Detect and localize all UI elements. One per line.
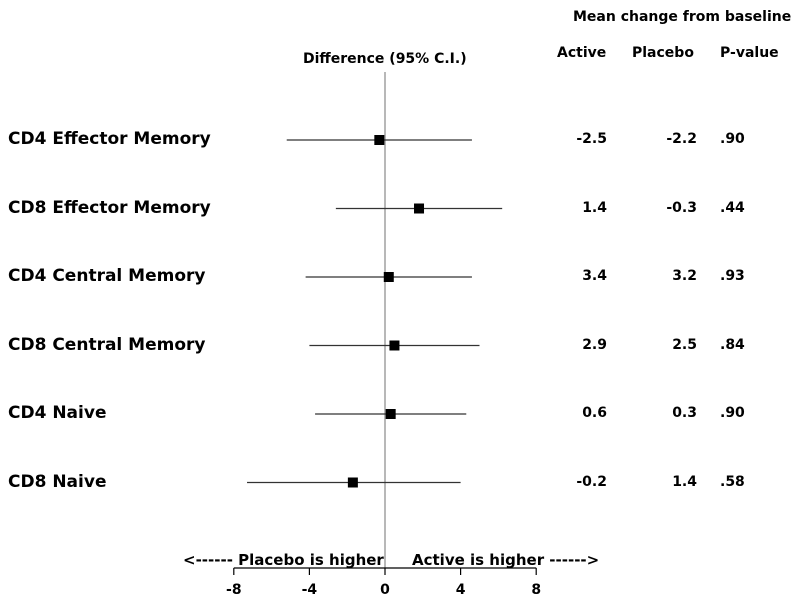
p-value: .84 [720, 336, 745, 353]
placebo-value: 0.3 [672, 405, 697, 421]
x-tick-label: -4 [302, 582, 318, 598]
active-value: -2.5 [576, 131, 607, 147]
x-tick-label: 0 [380, 582, 390, 598]
p-value: .90 [720, 131, 745, 147]
column-header-pvalue: P-value [720, 45, 779, 61]
placebo-value: 2.5 [672, 336, 697, 353]
placebo-value: -0.3 [666, 199, 697, 216]
p-value: .44 [720, 199, 745, 216]
estimate-marker [414, 203, 425, 214]
table-group-header: Mean change from baseline [573, 9, 792, 25]
row-label: CD8 Effector Memory [8, 197, 211, 218]
active-value: 0.6 [582, 405, 607, 421]
placebo-value: 3.2 [672, 268, 697, 284]
p-value: .90 [720, 405, 745, 421]
estimate-marker [383, 272, 394, 282]
active-value: 2.9 [582, 336, 607, 353]
column-header-active: Active [557, 45, 607, 61]
p-value: .93 [720, 268, 745, 284]
row-label: CD4 Central Memory [8, 266, 206, 286]
x-tick-label: 8 [531, 582, 541, 598]
x-axis-title: Difference (95% C.I.) [303, 51, 467, 67]
x-tick-label: 4 [456, 582, 466, 598]
x-tick-label: -8 [226, 582, 242, 598]
estimate-marker [389, 340, 400, 351]
direction-label-placebo: <------ Placebo is higher [183, 551, 384, 569]
estimate-marker [385, 409, 396, 419]
placebo-value: -2.2 [666, 131, 697, 147]
active-value: 1.4 [582, 199, 607, 216]
column-header-placebo: Placebo [632, 45, 694, 61]
row-label: CD4 Naive [8, 403, 107, 423]
estimate-marker [347, 477, 358, 488]
active-value: -0.2 [576, 473, 607, 490]
p-value: .58 [720, 473, 745, 490]
direction-label-active: Active is higher ------> [412, 551, 600, 569]
active-value: 3.4 [582, 268, 607, 284]
placebo-value: 1.4 [672, 473, 697, 490]
estimate-marker [374, 135, 385, 145]
row-label: CD8 Naive [8, 471, 107, 492]
row-label: CD4 Effector Memory [8, 129, 211, 149]
row-label: CD8 Central Memory [8, 334, 206, 355]
